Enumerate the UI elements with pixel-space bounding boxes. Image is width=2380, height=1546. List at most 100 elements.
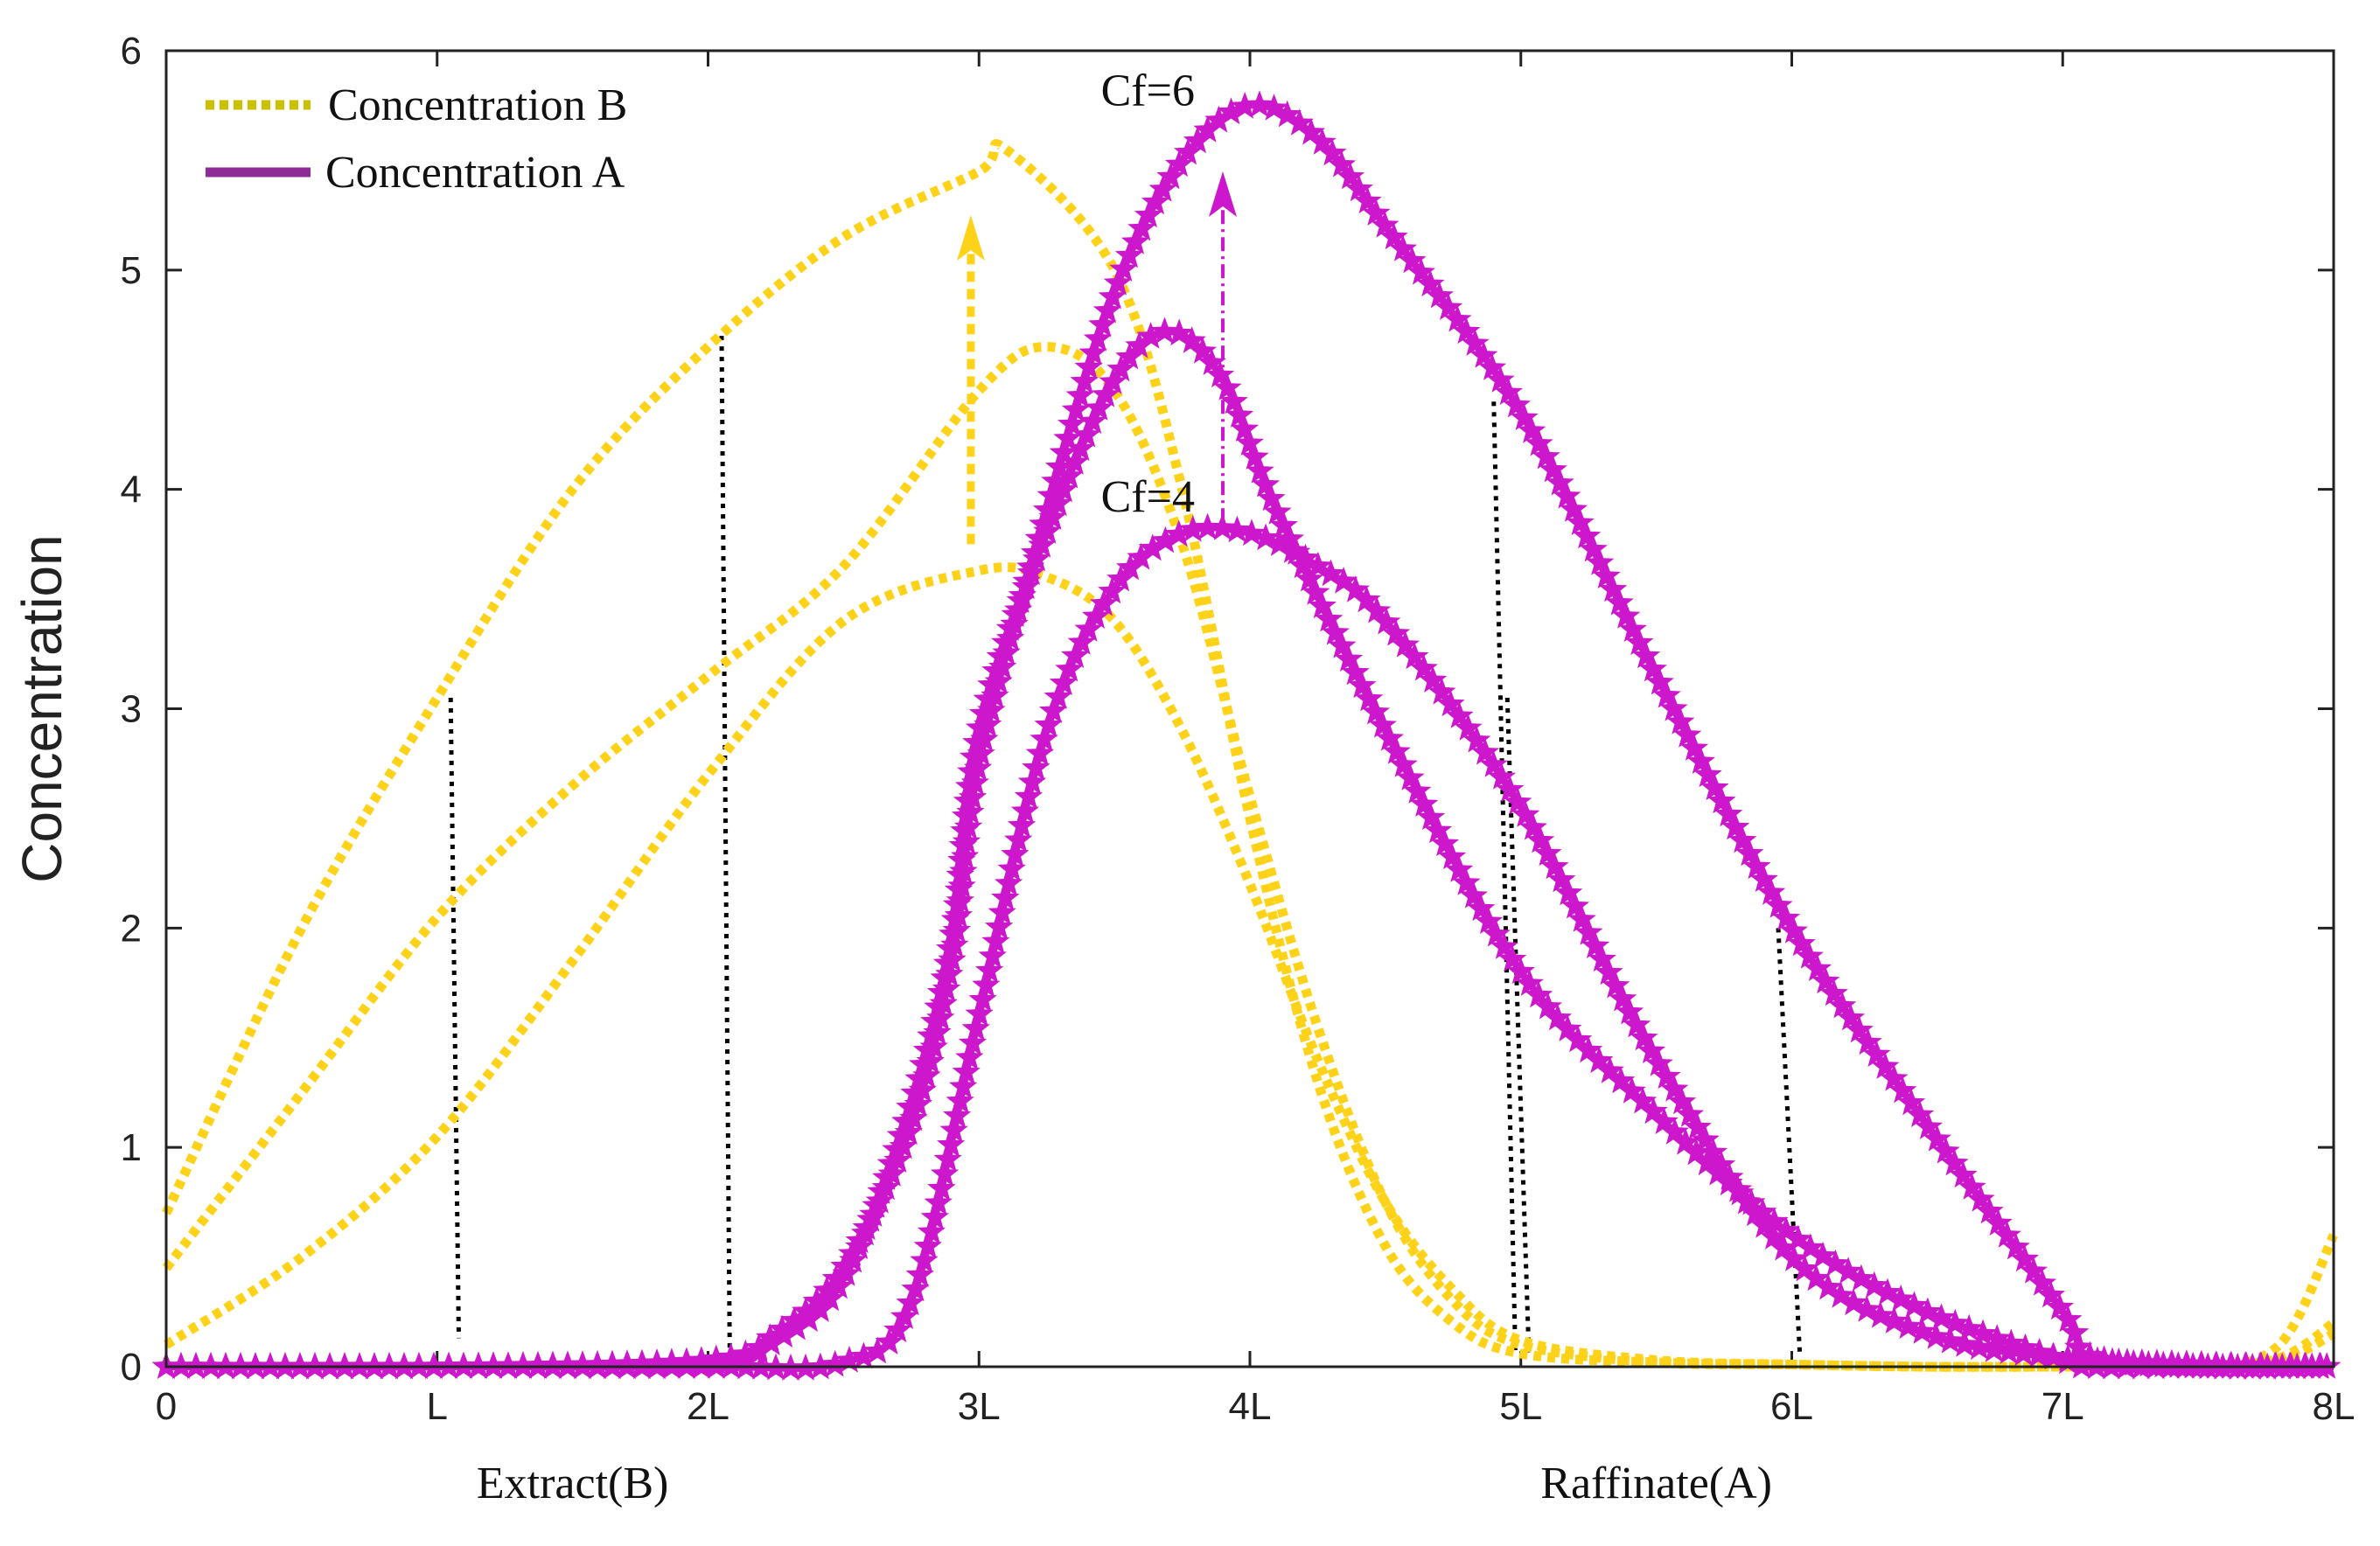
star-marker [1984,1208,2013,1236]
star-marker [1406,257,1435,285]
annotation-cf6: Cf=6 [1101,66,1195,116]
star-marker [1707,786,1736,814]
star-marker [1419,665,1448,693]
star-marker [1742,852,1771,880]
star-marker [1237,519,1267,547]
star-marker [1275,524,1305,552]
star-marker [1667,1087,1697,1115]
star-marker [1595,958,1623,985]
star-marker [627,1348,657,1376]
star-marker [1204,105,1233,133]
star-marker [1502,390,1531,418]
star-marker [943,1101,972,1129]
star-marker [1116,553,1145,581]
star-marker [1036,481,1065,508]
star-marker [968,985,997,1013]
x-tick-label: 7L [2041,1385,2084,1428]
star-marker [1605,588,1634,616]
x-tick-label: 5L [1499,1385,1542,1428]
star-marker [1074,614,1103,642]
star-marker [940,930,969,958]
star-marker [955,1042,984,1070]
star-marker [875,1327,904,1354]
legend-label-concentration-b: Concentration B [328,80,627,130]
star-marker [896,1288,925,1316]
star-marker [904,1090,932,1118]
star-marker [1410,790,1439,817]
star-marker [1066,434,1095,462]
star-marker [1554,878,1583,906]
star-marker [1136,322,1165,349]
extract-label: Extract(B) [477,1459,668,1508]
star-marker [802,1286,831,1314]
star-marker [1923,1125,1951,1152]
star-marker [1257,484,1286,512]
star-marker [937,1130,966,1158]
star-marker [1065,380,1094,408]
star-marker [910,1246,939,1273]
star-marker [886,1120,915,1148]
star-marker [1055,654,1084,682]
star-marker [883,1146,912,1173]
star-marker [1949,1160,1978,1188]
star-marker [1586,548,1615,575]
star-marker [2179,1351,2208,1379]
star-marker [1533,839,1562,867]
star-marker [933,1145,962,1172]
star-marker [1371,211,1399,238]
star-marker [1434,293,1463,320]
star-marker [597,1349,627,1377]
star-marker [1574,1035,1603,1063]
star-marker [926,1003,955,1031]
star-marker [1639,1097,1668,1125]
star-marker [1318,138,1347,166]
star-marker [2025,1337,2054,1365]
star-marker [1125,331,1154,359]
star-marker [1993,1221,2021,1248]
star-marker [952,827,981,854]
star-marker [1416,269,1445,296]
star-marker [1252,523,1281,551]
star-marker [1178,514,1207,542]
star-marker [1362,595,1392,623]
star-marker [1693,760,1722,788]
star-marker [1803,954,1832,981]
star-marker [1024,524,1053,551]
star-marker [1771,1215,1801,1243]
star-marker [1958,1173,1986,1200]
star-marker [1905,1100,1935,1127]
star-marker [1106,354,1135,382]
x-tick-label: 0 [156,1385,177,1428]
star-marker [992,638,1021,665]
star-marker [1750,1210,1779,1238]
raffinate-label: Raffinate(A) [1540,1459,1772,1508]
star-marker [1979,1335,2008,1362]
star-marker [1038,696,1068,724]
series-path-a [165,328,2334,1371]
star-marker [852,1213,881,1241]
star-marker [1427,677,1456,705]
star-marker [957,756,986,784]
star-marker [1177,326,1206,353]
star-marker [1174,137,1203,165]
star-marker [977,670,1006,698]
star-marker [1053,423,1082,451]
star-marker [1445,701,1474,728]
star-marker [1735,839,1764,867]
star-marker [1183,126,1212,154]
star-marker [1706,1150,1736,1178]
star-marker [1539,455,1567,483]
star-marker [1362,198,1391,226]
star-marker [899,1104,928,1132]
star-marker [538,1350,568,1378]
star-marker [1510,403,1539,430]
star-marker [508,1351,538,1378]
star-marker [963,754,993,781]
star-marker [1645,667,1674,695]
star-marker [944,901,974,929]
star-marker [1602,971,1630,999]
annotation-cf4: Cf=4 [1101,472,1195,522]
star-marker [1308,591,1337,619]
star-marker [1061,395,1091,422]
star-marker [912,1035,941,1063]
